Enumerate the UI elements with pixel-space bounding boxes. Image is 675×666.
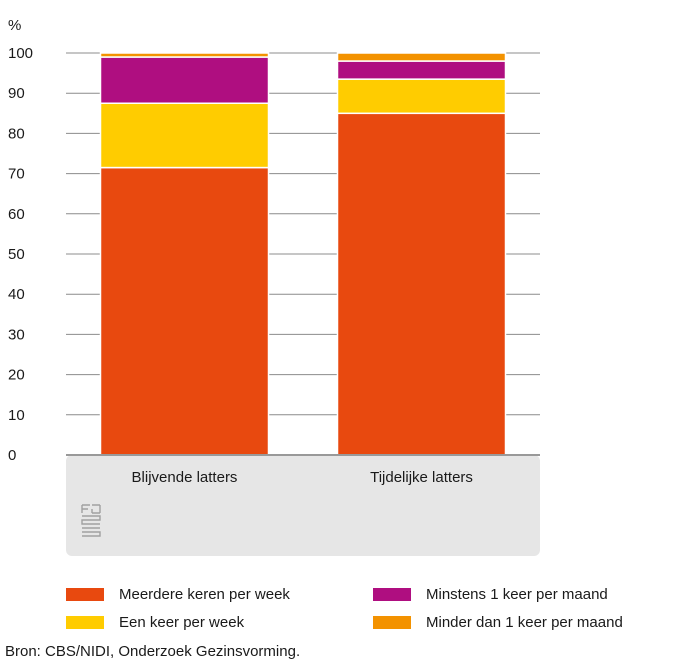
legend-swatch <box>66 588 104 601</box>
bar-segment <box>99 102 270 169</box>
legend-label: Minder dan 1 keer per maand <box>426 614 623 631</box>
x-axis-panel <box>66 455 540 556</box>
y-tick-label: 0 <box>8 447 16 464</box>
legend-label: Minstens 1 keer per maand <box>426 586 608 603</box>
legend-swatch <box>373 588 411 601</box>
source-note: Bron: CBS/NIDI, Onderzoek Gezinsvorming. <box>5 643 301 660</box>
x-tick-label: Tijdelijke latters <box>370 469 473 486</box>
legend-label: Een keer per week <box>119 614 245 631</box>
bar-segment <box>336 78 507 115</box>
bar-segment <box>99 166 270 456</box>
bar-segment <box>336 60 507 80</box>
bar-segment <box>336 112 507 456</box>
cbs-logo-icon <box>81 504 101 537</box>
y-tick-label: 10 <box>8 407 25 424</box>
x-tick-labels: Blijvende latters Tijdelijke latters <box>132 469 473 486</box>
y-tick-label: 90 <box>8 85 25 102</box>
bar-segment <box>336 52 507 62</box>
legend-swatch <box>66 616 104 629</box>
bar-segment <box>99 56 270 104</box>
chart: 0 10 20 30 40 50 60 70 80 90 100 % Blijvende latte… <box>8 17 540 556</box>
bar-segment <box>99 52 270 58</box>
y-tick-label: 40 <box>8 286 25 303</box>
legend-swatch <box>373 616 411 629</box>
y-tick-label: 60 <box>8 206 25 223</box>
y-tick-label: 100 <box>8 45 33 62</box>
y-axis-label: % <box>8 17 21 34</box>
y-tick-label: 50 <box>8 246 25 263</box>
y-tick-label: 70 <box>8 166 25 183</box>
y-tick-label: 30 <box>8 326 25 343</box>
x-tick-label: Blijvende latters <box>132 469 238 486</box>
bars <box>99 52 507 456</box>
legend-label: Meerdere keren per week <box>119 586 290 603</box>
y-tick-label: 20 <box>8 367 25 384</box>
y-tick-labels: 0 10 20 30 40 50 60 70 80 90 100 <box>8 45 33 464</box>
y-tick-label: 80 <box>8 125 25 142</box>
